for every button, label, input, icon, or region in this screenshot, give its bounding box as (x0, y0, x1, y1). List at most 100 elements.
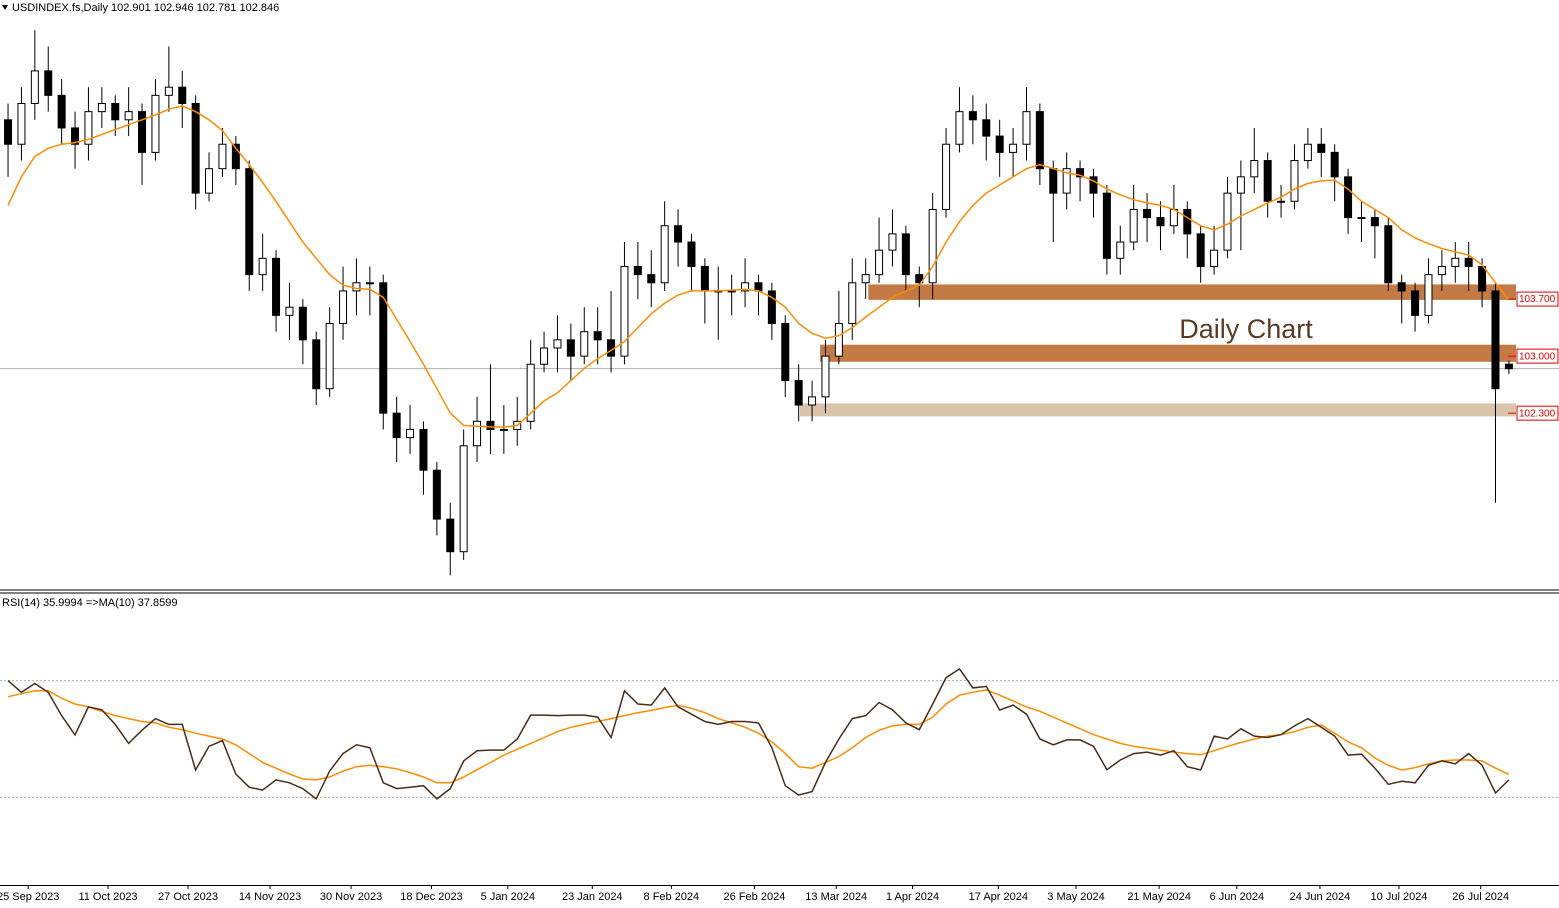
candle-body (1009, 143, 1018, 153)
candle-body (258, 257, 267, 276)
level-label-box (1516, 405, 1559, 421)
candle-body (942, 143, 951, 210)
candle-body (486, 420, 495, 430)
candle-body (674, 225, 683, 243)
candle-body (821, 355, 830, 398)
candle-body (808, 396, 817, 406)
candle-body (499, 428, 508, 431)
candle-body (727, 290, 736, 293)
x-tick-label: 13 Mar 2024 (805, 891, 867, 903)
candle-body (955, 111, 964, 145)
candle-body (1491, 290, 1500, 390)
candle-body (164, 86, 173, 96)
candle-body (660, 225, 669, 284)
candle-body (566, 339, 575, 357)
level-label: 103.000 (1519, 351, 1556, 362)
candle-body (178, 86, 187, 104)
x-tick-label: 18 Dec 2023 (400, 891, 462, 903)
candle-body (700, 265, 709, 292)
candle-body (1250, 160, 1259, 178)
indicator-line (7, 667, 1510, 801)
candle-body (915, 274, 924, 284)
candle-body (982, 119, 991, 137)
candle-body (888, 233, 897, 251)
moving-average (7, 105, 1510, 428)
candle-body (875, 249, 884, 276)
candle-body (1303, 143, 1312, 162)
candle-body (794, 380, 803, 406)
candle-body (1370, 217, 1379, 227)
x-tick-label: 23 Jan 2024 (562, 891, 623, 903)
candle-body (754, 282, 763, 292)
candle-body (1223, 192, 1232, 251)
candle-body (138, 111, 147, 153)
rsi-title: RSI(14) 35.9994 =>MA(10) 37.8599 (2, 597, 178, 609)
candle-body (1277, 200, 1286, 203)
candle-body (580, 331, 589, 357)
candle-body (767, 290, 776, 325)
zone (868, 284, 1516, 300)
candle-body (191, 102, 200, 194)
level-label: 103.700 (1519, 294, 1556, 305)
price-title: USDINDEX.fs,Daily 102.901 102.946 102.78… (12, 2, 279, 14)
candle-body (1330, 151, 1339, 178)
candle-body (1290, 160, 1299, 202)
candle-body (312, 339, 321, 390)
candle-body (1210, 249, 1219, 267)
x-tick-label: 21 May 2024 (1127, 891, 1191, 903)
candle-body (459, 445, 468, 553)
candle-body (861, 274, 870, 284)
candle-body (218, 143, 227, 170)
candle-body (834, 323, 843, 357)
zone (820, 344, 1516, 362)
candle-body (1397, 282, 1406, 292)
candle-body (205, 168, 214, 194)
candle-body (647, 274, 656, 284)
candle-body (540, 347, 549, 365)
candle-body (1102, 192, 1111, 259)
candle-body (1424, 274, 1433, 316)
level-label-box (1516, 291, 1559, 307)
candle-body (446, 518, 455, 553)
candle-body (111, 102, 120, 121)
x-tick-label: 17 Apr 2024 (969, 891, 1028, 903)
x-tick-label: 6 Jun 2024 (1210, 891, 1264, 903)
candle-body (406, 428, 415, 439)
candle-body (1156, 217, 1165, 227)
candle-body (473, 420, 482, 447)
candle-body (928, 208, 937, 284)
candle-body (1116, 241, 1125, 259)
candle-body (352, 282, 361, 292)
candle-body (1196, 233, 1205, 267)
candle-body (84, 111, 93, 145)
candle-body (1169, 208, 1178, 227)
candle-body (4, 119, 13, 145)
candle-body (1357, 217, 1366, 220)
candle-body (968, 111, 977, 121)
x-tick-label: 27 Oct 2023 (158, 891, 218, 903)
candle-body (781, 323, 790, 382)
candle-body (365, 282, 374, 285)
x-tick-label: 26 Feb 2024 (724, 891, 786, 903)
candle-body (593, 331, 602, 341)
candle-body (379, 282, 388, 414)
candle-body (741, 282, 750, 292)
candle-body (1035, 111, 1044, 170)
candle-body (1049, 168, 1058, 194)
candle-body (245, 168, 254, 276)
candle-body (1263, 160, 1272, 202)
x-tick-label: 25 Sep 2023 (0, 891, 59, 903)
candle-body (272, 257, 281, 316)
candle-body (1022, 111, 1031, 145)
x-tick-label: 3 May 2024 (1047, 891, 1104, 903)
x-tick-label: 30 Nov 2023 (320, 891, 382, 903)
title-marker (2, 5, 8, 10)
candle-body (1344, 176, 1353, 219)
candle-body (57, 94, 66, 129)
x-tick-label: 14 Nov 2023 (239, 891, 301, 903)
candle-body (285, 306, 294, 316)
zone (800, 403, 1516, 417)
candle-body (325, 323, 334, 390)
level-label-box (1516, 348, 1559, 364)
